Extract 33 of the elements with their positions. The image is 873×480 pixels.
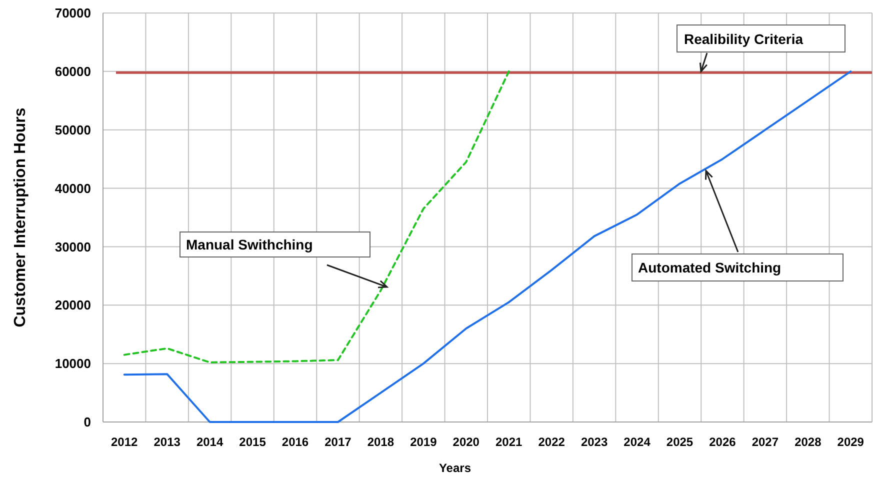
x-tick-label: 2016 (282, 435, 309, 449)
y-tick-label: 70000 (54, 6, 91, 21)
x-tick-label: 2024 (624, 435, 651, 449)
x-tick-label: 2022 (538, 435, 566, 449)
x-tick-label: 2018 (367, 435, 394, 449)
x-tick-label: 2027 (752, 435, 779, 449)
x-tick-label: 2021 (496, 435, 523, 449)
annotation: Manual Swithching (186, 236, 313, 252)
x-tick-label: 2029 (837, 435, 864, 449)
x-axis-title: Years (438, 461, 472, 475)
line-series (123, 70, 510, 364)
x-tick-label: 2020 (452, 435, 480, 449)
x-tick-label: 2025 (666, 435, 694, 449)
y-tick-label: 20000 (54, 298, 91, 313)
annotation: Automated Switching (638, 259, 782, 276)
x-tick-label: 2028 (794, 435, 822, 449)
x-tick-label: 2019 (410, 435, 438, 449)
y-tick-label: 30000 (54, 239, 91, 254)
ref-line-label: Realibility Criteria (684, 31, 804, 47)
x-tick-label: 2012 (111, 435, 138, 449)
y-tick-label: 0 (84, 414, 91, 430)
x-tick-label: 2026 (709, 435, 736, 449)
y-tick-label: 10000 (54, 356, 91, 372)
y-tick-label: 40000 (54, 180, 91, 196)
x-tick-label: 2017 (324, 435, 352, 449)
x-tick-label: 2014 (196, 435, 224, 449)
y-tick-label: 60000 (54, 64, 91, 79)
y-tick-label: 50000 (54, 122, 91, 138)
x-tick-label: 2013 (154, 435, 181, 449)
x-tick-label: 2015 (239, 435, 266, 449)
line-series (123, 70, 852, 423)
y-axis-title: Customer Interruption Hours (12, 108, 29, 328)
x-tick-label: 2023 (580, 435, 608, 449)
